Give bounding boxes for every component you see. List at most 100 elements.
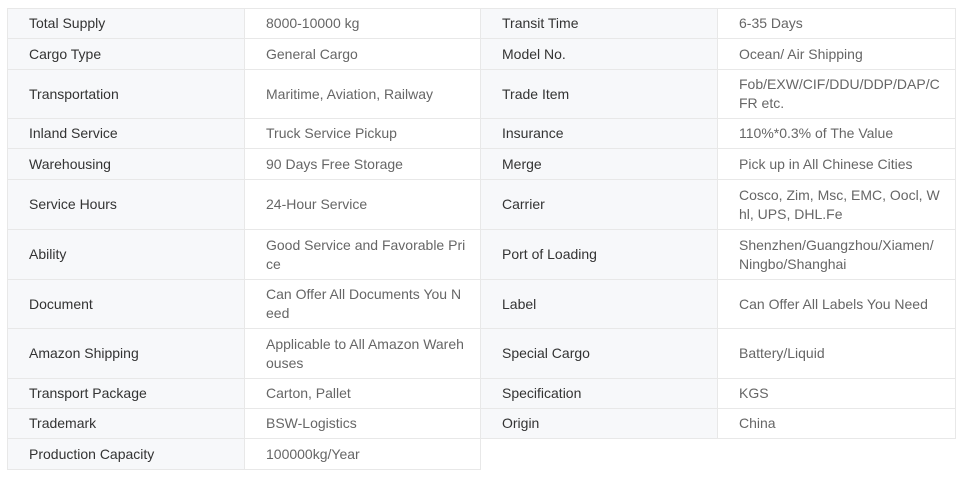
spec-value-text: Can Offer All Labels You Need [739, 295, 928, 312]
spec-label-text: Merge [502, 155, 542, 172]
spec-label: Amazon Shipping [7, 329, 245, 379]
spec-value-text: Truck Service Pickup [266, 125, 397, 141]
spec-value-text: Applicable to All Amazon Warehouses [266, 335, 464, 371]
spec-label: Specification [481, 379, 718, 409]
table-row: Trademark BSW-Logistics Origin China [7, 409, 956, 439]
spec-label: Transportation [7, 70, 245, 119]
spec-label-text: Service Hours [29, 196, 117, 212]
spec-value-text: Ocean/ Air Shipping [739, 45, 863, 62]
spec-value: Battery/Liquid [718, 329, 956, 379]
spec-value: 110%*0.3% of The Value [718, 119, 956, 149]
spec-value: 90 Days Free Storage [245, 149, 481, 180]
spec-label-text: Total Supply [29, 15, 106, 31]
spec-value: Can Offer All Documents You Need [245, 280, 481, 329]
spec-value: BSW-Logistics [245, 409, 481, 439]
spec-label-text: Model No. [502, 45, 566, 62]
spec-label: Insurance [481, 119, 718, 149]
spec-value: China [718, 409, 956, 439]
spec-label-text: Label [502, 295, 537, 312]
spec-value-text: Pick up in All Chinese Cities [739, 155, 913, 172]
spec-value: 6-35 Days [718, 8, 956, 39]
spec-value-text: BSW-Logistics [266, 415, 357, 431]
spec-value-text: 90 Days Free Storage [266, 155, 403, 172]
spec-label-text: Warehousing [29, 155, 111, 172]
spec-value: 24-Hour Service [245, 180, 481, 230]
table-row: Inland Service Truck Service Pickup Insura… [7, 119, 956, 149]
spec-value: Good Service and Favorable Price [245, 230, 481, 280]
spec-value-text: 100000kg/Year [266, 445, 360, 462]
spec-value: Cosco, Zim, Msc, EMC, Oocl, Whl, UPS, DH… [718, 180, 956, 230]
table-row: Service Hours 24-Hour Service Carrier Cosco… [7, 180, 956, 230]
spec-value: General Cargo [245, 39, 481, 70]
spec-value-text: Good Service and Favorable Price [266, 236, 466, 272]
spec-label: Origin [481, 409, 718, 439]
spec-value: Applicable to All Amazon Warehouses [245, 329, 481, 379]
spec-value-text: 110%*0.3% of The Value [739, 125, 894, 141]
table-row: Ability Good Service and Favorable Price P… [7, 230, 956, 280]
spec-label: Document [7, 280, 245, 329]
spec-label-text: Carrier [502, 196, 545, 212]
spec-value-text: 24-Hour Service [266, 196, 368, 212]
spec-label-text: Insurance [502, 125, 564, 141]
table-row: Transport Package Carton, Pallet Specifica… [7, 379, 956, 409]
spec-value-text: Fob/EXW/CIF/DDU/DDP/DAP/CFR etc. [739, 76, 940, 111]
spec-label: Special Cargo [481, 329, 718, 379]
spec-label-text: Ability [29, 246, 67, 262]
spec-value-text: Maritime, Aviation, Railway [266, 85, 434, 102]
spec-value-text: General Cargo [266, 45, 358, 62]
table-row: Cargo Type General Cargo Model No. Ocean/ A… [7, 39, 956, 70]
spec-label: Production Capacity [7, 439, 245, 470]
spec-label-text: Trademark [29, 415, 97, 431]
spec-value: Maritime, Aviation, Railway [245, 70, 481, 119]
spec-value-text: KGS [739, 385, 769, 401]
spec-label: Model No. [481, 39, 718, 70]
spec-value-text: Shenzhen/Guangzhou/Xiamen/Ningbo/Shangha… [739, 236, 934, 272]
spec-label-text: Amazon Shipping [29, 345, 139, 361]
spec-label-text: Transportation [29, 85, 119, 102]
table-row: Amazon Shipping Applicable to All Amazon … [7, 329, 956, 379]
spec-value-text: 6-35 Days [739, 15, 803, 31]
spec-value: Truck Service Pickup [245, 119, 481, 149]
spec-value-text: Can Offer All Documents You Need [266, 286, 462, 321]
table-row: Total Supply 8000-10000 kg Transit Time 6-3… [7, 8, 956, 39]
spec-value: 8000-10000 kg [245, 8, 481, 39]
spec-value-text: China [739, 415, 776, 431]
spec-label-text: Trade Item [502, 85, 570, 102]
spec-value-text: Carton, Pallet [266, 385, 351, 401]
spec-value-text: Battery/Liquid [739, 345, 825, 361]
spec-label: Service Hours [7, 180, 245, 230]
spec-value-text: 8000-10000 kg [266, 15, 360, 31]
spec-value: Shenzhen/Guangzhou/Xiamen/Ningbo/Shangha… [718, 230, 956, 280]
spec-value: 100000kg/Year [245, 439, 481, 470]
table-row: Warehousing 90 Days Free Storage Merge Pick… [7, 149, 956, 180]
spec-label-text: Cargo Type [29, 45, 102, 62]
table-row: Document Can Offer All Documents You Need… [7, 280, 956, 329]
spec-label-text: Special Cargo [502, 345, 590, 361]
spec-value: Can Offer All Labels You Need [718, 280, 956, 329]
spec-value-text: Cosco, Zim, Msc, EMC, Oocl, Whl, UPS, DH… [739, 186, 940, 222]
spec-table: Total Supply 8000-10000 kg Transit Time 6-3… [7, 8, 956, 470]
spec-label: Ability [7, 230, 245, 280]
spec-label: Label [481, 280, 718, 329]
spec-label: Transit Time [481, 8, 718, 39]
spec-value: KGS [718, 379, 956, 409]
spec-label: Trade Item [481, 70, 718, 119]
spec-value: Pick up in All Chinese Cities [718, 149, 956, 180]
spec-label: Total Supply [7, 8, 245, 39]
spec-label-text: Document [29, 295, 93, 312]
spec-label: Port of Loading [481, 230, 718, 280]
spec-label-text: Transit Time [502, 15, 579, 31]
spec-value: Ocean/ Air Shipping [718, 39, 956, 70]
spec-label-text: Production Capacity [29, 445, 155, 462]
spec-value: Carton, Pallet [245, 379, 481, 409]
spec-label-text: Inland Service [29, 125, 118, 141]
spec-label: Cargo Type [7, 39, 245, 70]
spec-label: Transport Package [7, 379, 245, 409]
spec-label-text: Transport Package [29, 385, 147, 401]
spec-label-text: Origin [502, 415, 540, 431]
spec-label: Trademark [7, 409, 245, 439]
spec-label: Warehousing [7, 149, 245, 180]
spec-label-text: Specification [502, 385, 582, 401]
spec-label: Merge [481, 149, 718, 180]
table-row: Production Capacity 100000kg/Year [7, 439, 956, 470]
